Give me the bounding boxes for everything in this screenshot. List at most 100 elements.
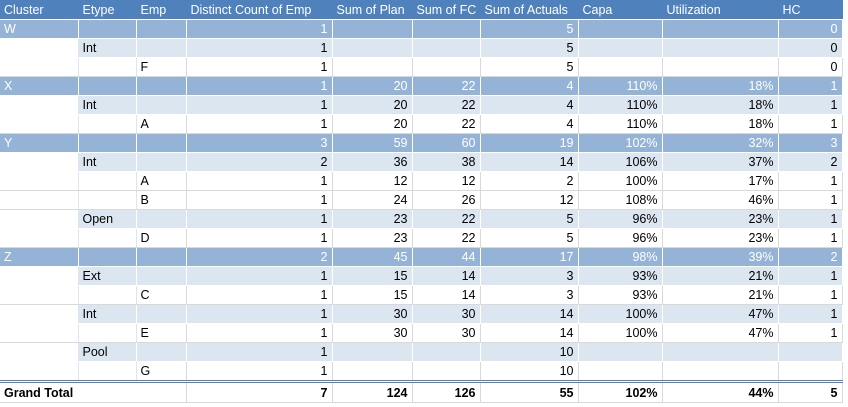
sum-of-plan-cell[interactable] [332,342,413,362]
header-distinct-count[interactable]: Distinct Count of Emp [186,0,333,20]
empty-cell[interactable] [78,76,137,96]
distinct-count-cell[interactable]: 1 [186,190,333,210]
capa-cell[interactable]: 110% [578,76,663,96]
hc-cell[interactable]: 2 [778,152,843,172]
distinct-count-cell[interactable]: 1 [186,57,333,77]
sum-of-actuals-cell[interactable]: 19 [480,133,579,153]
cluster-label[interactable]: W [0,19,79,39]
sum-of-fc-cell[interactable]: 26 [412,190,481,210]
sum-of-actuals-cell[interactable]: 3 [480,285,579,305]
distinct-count-cell[interactable]: 1 [186,38,333,58]
utilization-cell[interactable] [662,342,779,362]
sum-of-plan-cell[interactable]: 20 [332,76,413,96]
empty-cell[interactable] [78,323,137,343]
empty-cell[interactable] [78,171,137,191]
hc-cell[interactable]: 1 [778,266,843,286]
empty-cell[interactable] [78,133,137,153]
distinct-count-cell[interactable]: 1 [186,342,333,362]
sum-of-fc-cell[interactable]: 22 [412,114,481,134]
empty-cell[interactable] [0,95,79,115]
empty-cell[interactable] [0,228,79,248]
capa-cell[interactable]: 100% [578,171,663,191]
utilization-cell[interactable] [662,57,779,77]
hc-cell[interactable]: 3 [778,133,843,153]
emp-label[interactable]: A [136,114,187,134]
emp-label[interactable]: A [136,171,187,191]
empty-cell[interactable] [136,19,187,39]
grand-total-hc[interactable]: 5 [778,380,843,403]
header-emp[interactable]: Emp [136,0,187,20]
empty-cell[interactable] [0,285,79,305]
hc-cell[interactable]: 1 [778,323,843,343]
capa-cell[interactable] [578,19,663,39]
capa-cell[interactable]: 106% [578,152,663,172]
empty-cell[interactable] [136,76,187,96]
empty-cell[interactable] [0,323,79,343]
utilization-cell[interactable] [662,19,779,39]
etype-label[interactable]: Int [78,95,137,115]
sum-of-fc-cell[interactable] [412,57,481,77]
capa-cell[interactable]: 93% [578,285,663,305]
empty-cell[interactable] [136,266,187,286]
cluster-label[interactable]: Y [0,133,79,153]
sum-of-fc-cell[interactable]: 22 [412,209,481,229]
utilization-cell[interactable]: 21% [662,285,779,305]
sum-of-plan-cell[interactable] [332,57,413,77]
grand-total-utilization[interactable]: 44% [662,380,779,403]
hc-cell[interactable]: 1 [778,95,843,115]
sum-of-plan-cell[interactable]: 20 [332,95,413,115]
utilization-cell[interactable] [662,361,779,382]
empty-cell[interactable] [78,285,137,305]
sum-of-actuals-cell[interactable]: 4 [480,114,579,134]
header-hc[interactable]: HC [778,0,843,20]
sum-of-actuals-cell[interactable]: 5 [480,228,579,248]
empty-cell[interactable] [0,190,79,210]
sum-of-plan-cell[interactable]: 45 [332,247,413,267]
sum-of-plan-cell[interactable]: 59 [332,133,413,153]
hc-cell[interactable]: 1 [778,76,843,96]
header-sum-of-actuals[interactable]: Sum of Actuals [480,0,579,20]
utilization-cell[interactable]: 21% [662,266,779,286]
capa-cell[interactable]: 110% [578,114,663,134]
utilization-cell[interactable]: 47% [662,304,779,324]
capa-cell[interactable] [578,38,663,58]
empty-cell[interactable] [78,247,137,267]
empty-cell[interactable] [0,114,79,134]
utilization-cell[interactable]: 23% [662,209,779,229]
sum-of-actuals-cell[interactable]: 14 [480,304,579,324]
emp-label[interactable]: F [136,57,187,77]
capa-cell[interactable]: 100% [578,304,663,324]
utilization-cell[interactable]: 32% [662,133,779,153]
sum-of-actuals-cell[interactable]: 14 [480,323,579,343]
header-etype[interactable]: Etype [78,0,137,20]
empty-cell[interactable] [0,304,79,324]
emp-label[interactable]: E [136,323,187,343]
cluster-label[interactable]: X [0,76,79,96]
sum-of-plan-cell[interactable]: 15 [332,266,413,286]
sum-of-actuals-cell[interactable]: 5 [480,19,579,39]
empty-cell[interactable] [0,171,79,191]
etype-label[interactable]: Int [78,152,137,172]
empty-cell[interactable] [136,342,187,362]
distinct-count-cell[interactable]: 1 [186,209,333,229]
header-sum-of-fc[interactable]: Sum of FC [412,0,481,20]
etype-label[interactable]: Pool [78,342,137,362]
cluster-label[interactable]: Z [0,247,79,267]
hc-cell[interactable]: 0 [778,19,843,39]
sum-of-actuals-cell[interactable]: 10 [480,342,579,362]
utilization-cell[interactable]: 47% [662,323,779,343]
distinct-count-cell[interactable]: 1 [186,285,333,305]
sum-of-fc-cell[interactable]: 14 [412,285,481,305]
empty-cell[interactable] [136,95,187,115]
capa-cell[interactable]: 100% [578,323,663,343]
sum-of-fc-cell[interactable]: 30 [412,323,481,343]
sum-of-actuals-cell[interactable]: 2 [480,171,579,191]
grand-total-label[interactable]: Grand Total [0,380,187,403]
sum-of-actuals-cell[interactable]: 5 [480,38,579,58]
grand-total-fc[interactable]: 126 [412,380,481,403]
etype-label[interactable]: Open [78,209,137,229]
empty-cell[interactable] [0,266,79,286]
header-utilization[interactable]: Utilization [662,0,779,20]
capa-cell[interactable] [578,57,663,77]
sum-of-actuals-cell[interactable]: 10 [480,361,579,382]
